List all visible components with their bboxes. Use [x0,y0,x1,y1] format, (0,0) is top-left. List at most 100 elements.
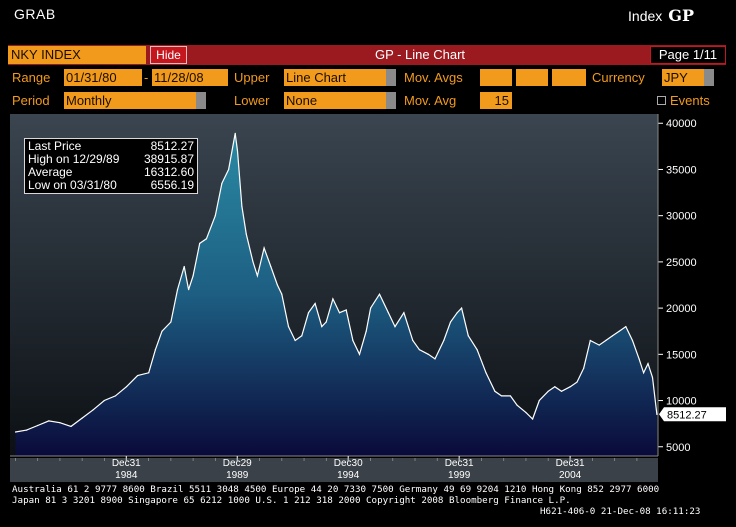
data-point [576,381,578,383]
function-code: GP [668,6,694,25]
currency-select[interactable]: JPY [662,69,714,86]
data-point [651,376,654,379]
data-point [70,425,72,428]
data-point [560,390,563,392]
price-chart[interactable]: 5000 10000 15000 20000 25000 30000 35000 40000 8… [8,112,726,485]
data-point [221,182,223,184]
x-axis-band [10,458,658,482]
function-header: Index GP [628,6,694,25]
index-label: Index [628,8,663,24]
x-tick-label: Dec30 [334,458,363,469]
legend-value: 6556.19 [150,178,194,192]
data-point [449,321,452,323]
lower-label: Lower [234,93,270,108]
data-point [161,330,163,332]
footer-contacts-1: Australia 61 2 9777 8600 Brazil 5511 304… [12,484,660,495]
data-point [170,321,172,323]
data-point [325,321,327,323]
legend-label: Last Price [28,139,82,153]
last-price-tag [659,407,726,422]
data-point [234,132,236,135]
mov-avg-period-field[interactable]: 15 [480,92,512,109]
events-checkbox[interactable] [657,96,666,105]
data-point [656,413,658,416]
data-point [205,238,207,240]
x-tick-label: Dec29 [223,458,252,469]
data-point [589,339,591,342]
data-point [252,261,254,263]
mov-avg-field-1[interactable] [480,69,512,86]
period-select[interactable]: Monthly [64,92,206,109]
data-point [199,242,201,245]
y-tick-label: 15000 [666,349,697,361]
data-point [192,275,194,277]
range-start-field[interactable]: 01/31/80 [64,69,142,86]
data-point [516,404,518,406]
page-indicator[interactable]: Page 1/11 [650,46,726,64]
mov-avg-field-3[interactable] [552,69,586,86]
dropdown-arrow-icon [386,92,396,109]
chart-title: GP - Line Chart [374,47,466,62]
window-title: GRAB [14,6,56,22]
period-label: Period [12,93,50,108]
range-end-field[interactable]: 11/28/08 [152,69,228,86]
data-point [263,247,265,249]
data-point [647,362,649,365]
data-point [569,386,571,388]
lower-chart-select[interactable]: None [284,92,396,109]
data-point [394,325,396,328]
upper-chart-select[interactable]: Line Chart [284,69,396,86]
dropdown-arrow-icon [386,69,396,86]
data-point [427,353,429,355]
data-point [365,330,367,332]
data-point [125,386,128,388]
data-point [485,372,487,374]
data-point [14,431,17,433]
y-tick-label: 35000 [666,164,697,176]
data-point [538,399,540,402]
mov-avg-field-2[interactable] [516,69,548,86]
ticker-input[interactable]: NKY INDEX [8,46,146,64]
mov-avg-label: Mov. Avg [404,93,457,108]
data-point [281,293,283,295]
data-point [387,312,389,314]
legend-label: Low on 03/31/80 [28,178,117,192]
series-area [15,133,657,456]
x-tick-year-label: 1999 [448,470,471,481]
data-point [176,289,179,291]
data-point [638,358,640,360]
data-point [378,293,381,295]
price-legend: Last Price 8512.27 High on 12/29/89 38915.… [24,138,198,194]
data-point [332,298,334,300]
mov-avgs-label: Mov. Avgs [404,70,463,85]
upper-chart-value: Line Chart [286,70,346,85]
x-tick-label: Dec31 [556,458,585,469]
data-point [500,395,503,397]
data-point [103,399,105,402]
events-label[interactable]: Events [670,93,710,108]
y-tick-label: 10000 [666,396,697,408]
data-point [37,424,39,427]
data-point [236,150,239,152]
data-point [294,339,296,342]
data-point [625,325,627,328]
currency-label: Currency [592,70,645,85]
hide-button[interactable]: Hide [150,46,187,64]
y-tick-label: 25000 [666,257,697,269]
y-tick-label: 30000 [666,211,697,223]
data-point [81,417,83,419]
data-point [287,325,290,328]
data-point [188,289,190,291]
data-point [370,307,372,309]
footer-timestamp: H621-406-0 21-Dec-08 16:11:23 [540,506,701,517]
dropdown-arrow-icon [196,92,206,109]
y-tick-label: 20000 [666,303,697,315]
data-point [467,335,469,337]
data-point [618,330,620,332]
range-label: Range [12,70,51,85]
data-point [598,344,600,346]
legend-row: Last Price 8512.27 [28,140,194,153]
data-point [92,409,94,411]
y-tick-label: 5000 [666,442,690,454]
data-point [605,339,607,342]
